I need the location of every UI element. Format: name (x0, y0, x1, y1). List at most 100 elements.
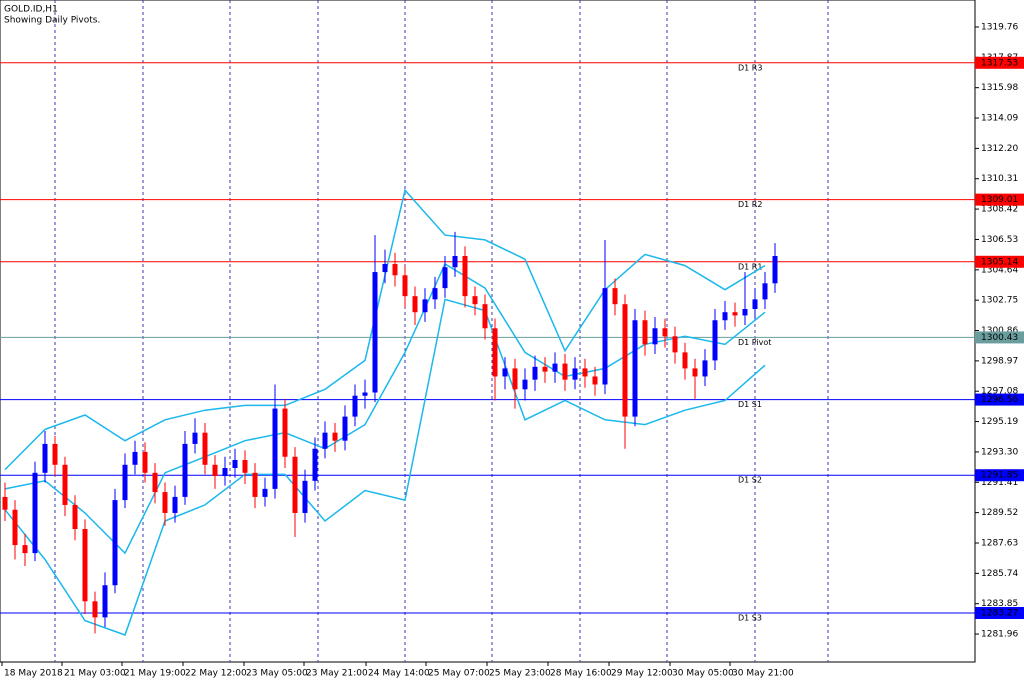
candle-body (572, 368, 578, 380)
candle-body (602, 288, 608, 385)
candle-body (462, 255, 468, 297)
candle-body (372, 272, 378, 393)
price-box-label: 1317.53 (981, 58, 1018, 68)
y-tick-label: 1295.19 (981, 417, 1018, 427)
candle-body (662, 328, 668, 337)
candle-body (492, 328, 498, 377)
candle-body (222, 467, 228, 477)
candle-body (292, 456, 298, 513)
candle-body (432, 288, 438, 300)
y-tick-label: 1304.64 (981, 265, 1018, 275)
candle-body (2, 496, 8, 510)
x-tick-label: 28 May 16:00 (550, 669, 612, 679)
candle-body (382, 264, 388, 273)
y-tick-label: 1297.08 (981, 387, 1018, 397)
y-tick-label: 1312.20 (981, 144, 1018, 154)
candle-body (232, 459, 238, 468)
bollinger-band (4, 298, 766, 636)
candle-body (702, 360, 708, 377)
candle-body (42, 443, 48, 473)
candle-body (582, 368, 588, 377)
x-tick-label: 25 May 23:00 (489, 669, 551, 679)
y-tick-label: 1308.42 (981, 205, 1018, 215)
candle-body (752, 299, 758, 309)
candle-body (102, 585, 108, 618)
candle-body (512, 368, 518, 390)
y-tick-label: 1283.85 (981, 599, 1018, 609)
candle-body (52, 443, 58, 465)
candle-body (62, 464, 68, 505)
candle-body (762, 283, 768, 300)
price-box (975, 331, 1024, 344)
candle-body (402, 275, 408, 297)
candle-body (342, 416, 348, 441)
x-tick-label: 22 May 12:00 (185, 669, 247, 679)
candle-body (552, 363, 558, 372)
candle-body (412, 296, 418, 313)
candle-body (322, 432, 328, 449)
candle-body (302, 480, 308, 513)
candle-body (132, 451, 138, 465)
x-tick-label: 29 May 12:00 (611, 669, 673, 679)
candle-body (712, 320, 718, 361)
y-tick-label: 1302.75 (981, 296, 1018, 306)
candle-body (312, 448, 318, 481)
y-tick-label: 1285.74 (981, 569, 1018, 579)
candle-body (352, 395, 358, 417)
candle-body (152, 472, 158, 493)
candle-body (632, 320, 638, 417)
candle-body (652, 328, 658, 345)
candle-body (392, 264, 398, 276)
candle-body (242, 459, 248, 473)
candle-body (502, 368, 508, 377)
pivot-label: D1 R3 (738, 63, 762, 72)
candle-body (742, 308, 748, 316)
y-tick-label: 1319.76 (981, 22, 1018, 32)
candle-body (112, 500, 118, 586)
candle-body (282, 408, 288, 457)
y-tick-label: 1293.30 (981, 447, 1018, 457)
price-box (975, 607, 1024, 620)
price-box-label: 1309.01 (981, 195, 1018, 205)
chart-subtitle: Showing Daily Pivots. (4, 16, 100, 26)
price-box-label: 1300.43 (981, 333, 1018, 343)
candle-body (772, 255, 778, 284)
x-tick-label: 21 May 19:00 (124, 669, 186, 679)
candle-body (92, 601, 98, 618)
candle-body (212, 464, 218, 477)
price-box-label: 1305.14 (981, 257, 1018, 267)
candle-body (732, 312, 738, 316)
candle-body (482, 304, 488, 329)
pivot-label: D1 S3 (738, 614, 762, 623)
candle-body (332, 432, 338, 441)
candle-body (722, 312, 728, 321)
candle-body (452, 255, 458, 268)
y-tick-label: 1315.98 (981, 83, 1018, 93)
price-box (975, 393, 1024, 406)
candle-body (422, 299, 428, 313)
candle-body (542, 366, 548, 372)
pivot-label: D1 R2 (738, 200, 762, 209)
candle-body (642, 320, 648, 345)
y-tick-label: 1287.63 (981, 538, 1018, 548)
price-box-label: 1296.56 (981, 395, 1018, 405)
y-tick-label: 1310.31 (981, 174, 1018, 184)
x-tick-label: 18 May 2018 (4, 669, 63, 679)
x-tick-label: 23 May 05:00 (246, 669, 308, 679)
y-tick-label: 1314.09 (981, 114, 1018, 124)
x-tick-label: 23 May 21:00 (306, 669, 368, 679)
bollinger-band (4, 262, 766, 555)
chart-title: GOLD.ID,H1 (4, 5, 58, 15)
candle-body (362, 392, 368, 396)
y-tick-label: 1298.97 (981, 356, 1018, 366)
price-box (975, 56, 1024, 69)
candle-body (622, 304, 628, 417)
candle-body (682, 352, 688, 369)
candle-body (472, 296, 478, 305)
y-tick-label: 1306.53 (981, 235, 1018, 245)
x-tick-label: 21 May 03:00 (64, 669, 126, 679)
pivot-label: D1 Pivot (738, 338, 771, 347)
price-box-label: 1291.85 (981, 471, 1018, 481)
y-tick-label: 1289.52 (981, 508, 1018, 518)
